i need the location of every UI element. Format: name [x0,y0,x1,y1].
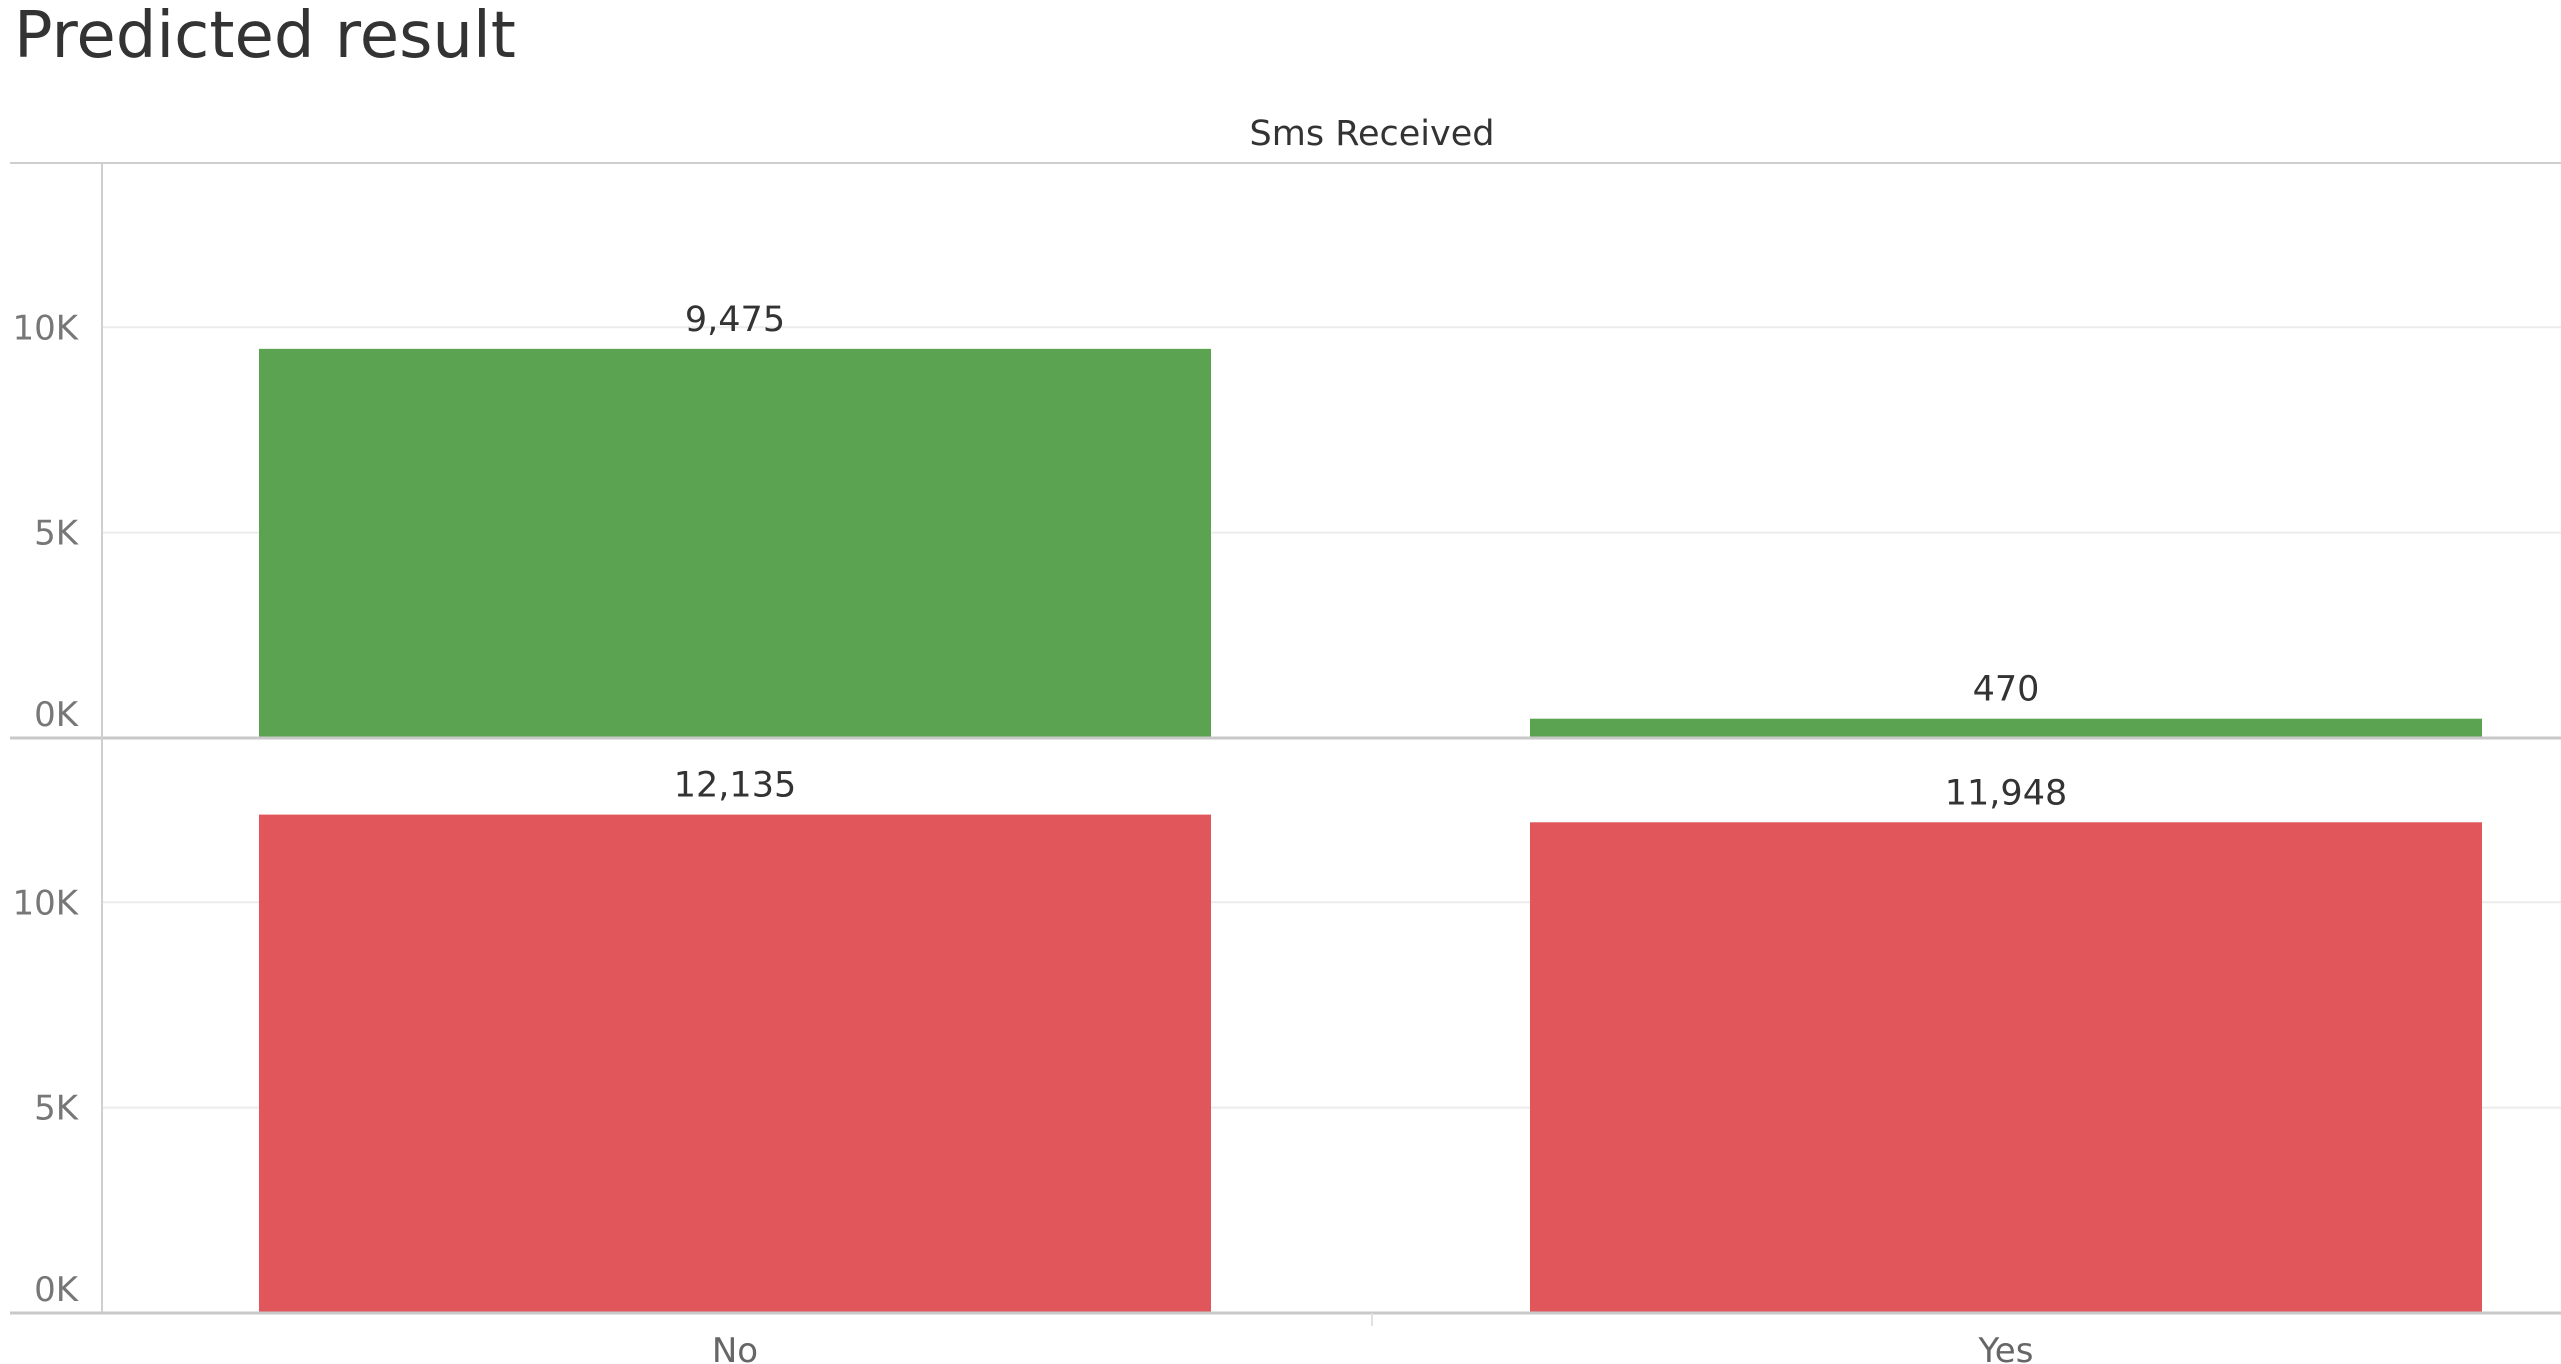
page-title: Predicted result [14,0,516,73]
y-tick-label: 0K [34,1270,80,1310]
column-header-sms-received: Sms Received [1250,114,1495,154]
data-label: 9,475 [685,300,785,340]
plot-area: 0K 5K 10K 9,475 470 0K 5K 10K 12,135 11,948 No Yes [10,162,2561,1364]
bar-no-panel-1 [259,348,1211,738]
y-tick-label: 10K [12,308,79,348]
y-tick-label: 5K [34,514,80,554]
bar-yes-panel-1 [1530,718,2482,738]
x-category-label-yes: Yes [1978,1331,2034,1364]
data-label: 11,948 [1945,773,2067,813]
y-tick-label: 0K [34,695,80,735]
data-label: 12,135 [674,766,796,806]
bar-no-panel-2 [259,814,1211,1313]
y-tick-label: 5K [34,1089,80,1129]
bar-yes-panel-2 [1530,822,2482,1313]
y-tick-label: 10K [12,883,79,923]
data-label: 470 [1973,670,2040,710]
x-category-label-no: No [712,1331,758,1364]
